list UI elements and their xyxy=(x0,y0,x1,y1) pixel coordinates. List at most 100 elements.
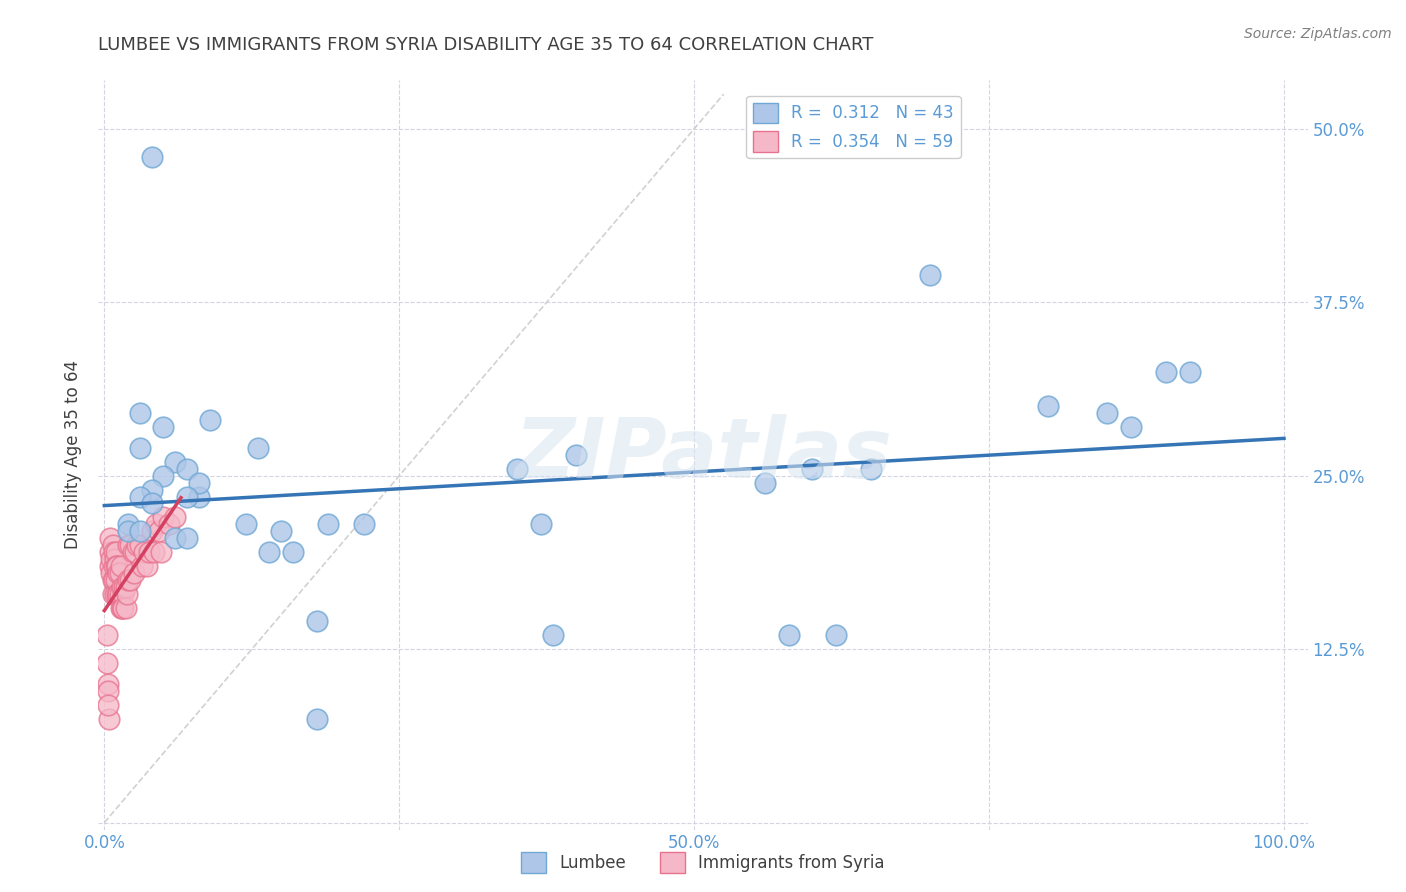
Point xyxy=(107,566,129,580)
Point xyxy=(152,420,174,434)
Point xyxy=(128,490,150,504)
Point xyxy=(141,483,163,497)
Point xyxy=(111,580,134,594)
Point xyxy=(97,683,120,698)
Point xyxy=(98,558,121,573)
Point xyxy=(128,441,150,455)
Point xyxy=(101,587,124,601)
Point xyxy=(176,462,198,476)
Point xyxy=(100,552,122,566)
Point xyxy=(270,524,292,539)
Point xyxy=(176,490,198,504)
Point xyxy=(98,531,121,545)
Point xyxy=(200,413,222,427)
Point xyxy=(103,573,125,587)
Legend: R =  0.312   N = 43, R =  0.354   N = 59: R = 0.312 N = 43, R = 0.354 N = 59 xyxy=(747,96,960,159)
Point xyxy=(565,448,588,462)
Point xyxy=(111,600,134,615)
Point xyxy=(149,545,172,559)
Point xyxy=(101,538,124,552)
Text: Source: ZipAtlas.com: Source: ZipAtlas.com xyxy=(1244,27,1392,41)
Point xyxy=(110,600,132,615)
Point xyxy=(104,587,127,601)
Point xyxy=(148,524,170,539)
Point xyxy=(107,587,129,601)
Point xyxy=(128,524,150,539)
Point xyxy=(112,587,135,601)
Point xyxy=(120,573,142,587)
Text: LUMBEE VS IMMIGRANTS FROM SYRIA DISABILITY AGE 35 TO 64 CORRELATION CHART: LUMBEE VS IMMIGRANTS FROM SYRIA DISABILI… xyxy=(98,36,873,54)
Point xyxy=(117,538,139,552)
Point xyxy=(138,545,160,559)
Point xyxy=(128,406,150,420)
Point xyxy=(187,475,209,490)
Point xyxy=(105,545,128,559)
Point xyxy=(920,268,942,282)
Point xyxy=(176,531,198,545)
Point xyxy=(141,524,163,539)
Point xyxy=(1119,420,1142,434)
Point xyxy=(131,558,153,573)
Point xyxy=(824,628,846,642)
Point xyxy=(96,628,118,642)
Point xyxy=(145,517,167,532)
Point xyxy=(105,587,128,601)
Point xyxy=(1095,406,1118,420)
Point xyxy=(114,600,136,615)
Point xyxy=(134,545,156,559)
Text: ZIPatlas: ZIPatlas xyxy=(515,415,891,495)
Point xyxy=(117,517,139,532)
Point xyxy=(152,468,174,483)
Point xyxy=(105,558,128,573)
Point xyxy=(97,677,120,691)
Point xyxy=(121,545,143,559)
Point xyxy=(305,615,328,629)
Point xyxy=(246,441,269,455)
Point xyxy=(114,580,136,594)
Point xyxy=(318,517,340,532)
Point xyxy=(353,517,375,532)
Point xyxy=(104,552,127,566)
Point xyxy=(108,566,131,580)
Point xyxy=(112,600,135,615)
Point xyxy=(117,573,139,587)
Point xyxy=(801,462,824,476)
Point xyxy=(115,587,138,601)
Point xyxy=(142,545,165,559)
Point xyxy=(235,517,257,532)
Point xyxy=(117,524,139,539)
Point xyxy=(506,462,529,476)
Point xyxy=(103,558,125,573)
Point xyxy=(165,455,187,469)
Point xyxy=(1178,365,1201,379)
Point xyxy=(187,490,209,504)
Point xyxy=(1036,400,1059,414)
Point xyxy=(1154,365,1177,379)
Point xyxy=(124,545,146,559)
Point xyxy=(754,475,776,490)
Y-axis label: Disability Age 35 to 64: Disability Age 35 to 64 xyxy=(65,360,83,549)
Point xyxy=(165,531,187,545)
Point xyxy=(98,545,121,559)
Point xyxy=(128,538,150,552)
Point xyxy=(96,656,118,670)
Point xyxy=(141,496,163,510)
Point xyxy=(541,628,564,642)
Point xyxy=(259,545,281,559)
Point xyxy=(152,510,174,524)
Point xyxy=(103,545,125,559)
Point xyxy=(157,517,180,532)
Point xyxy=(108,587,131,601)
Point xyxy=(110,558,132,573)
Point xyxy=(120,538,142,552)
Point xyxy=(100,566,122,580)
Point xyxy=(281,545,304,559)
Point xyxy=(860,462,883,476)
Point xyxy=(530,517,553,532)
Point xyxy=(98,712,121,726)
Point xyxy=(105,573,128,587)
Point xyxy=(127,538,149,552)
Point xyxy=(112,580,135,594)
Legend: Lumbee, Immigrants from Syria: Lumbee, Immigrants from Syria xyxy=(515,846,891,880)
Point xyxy=(101,573,124,587)
